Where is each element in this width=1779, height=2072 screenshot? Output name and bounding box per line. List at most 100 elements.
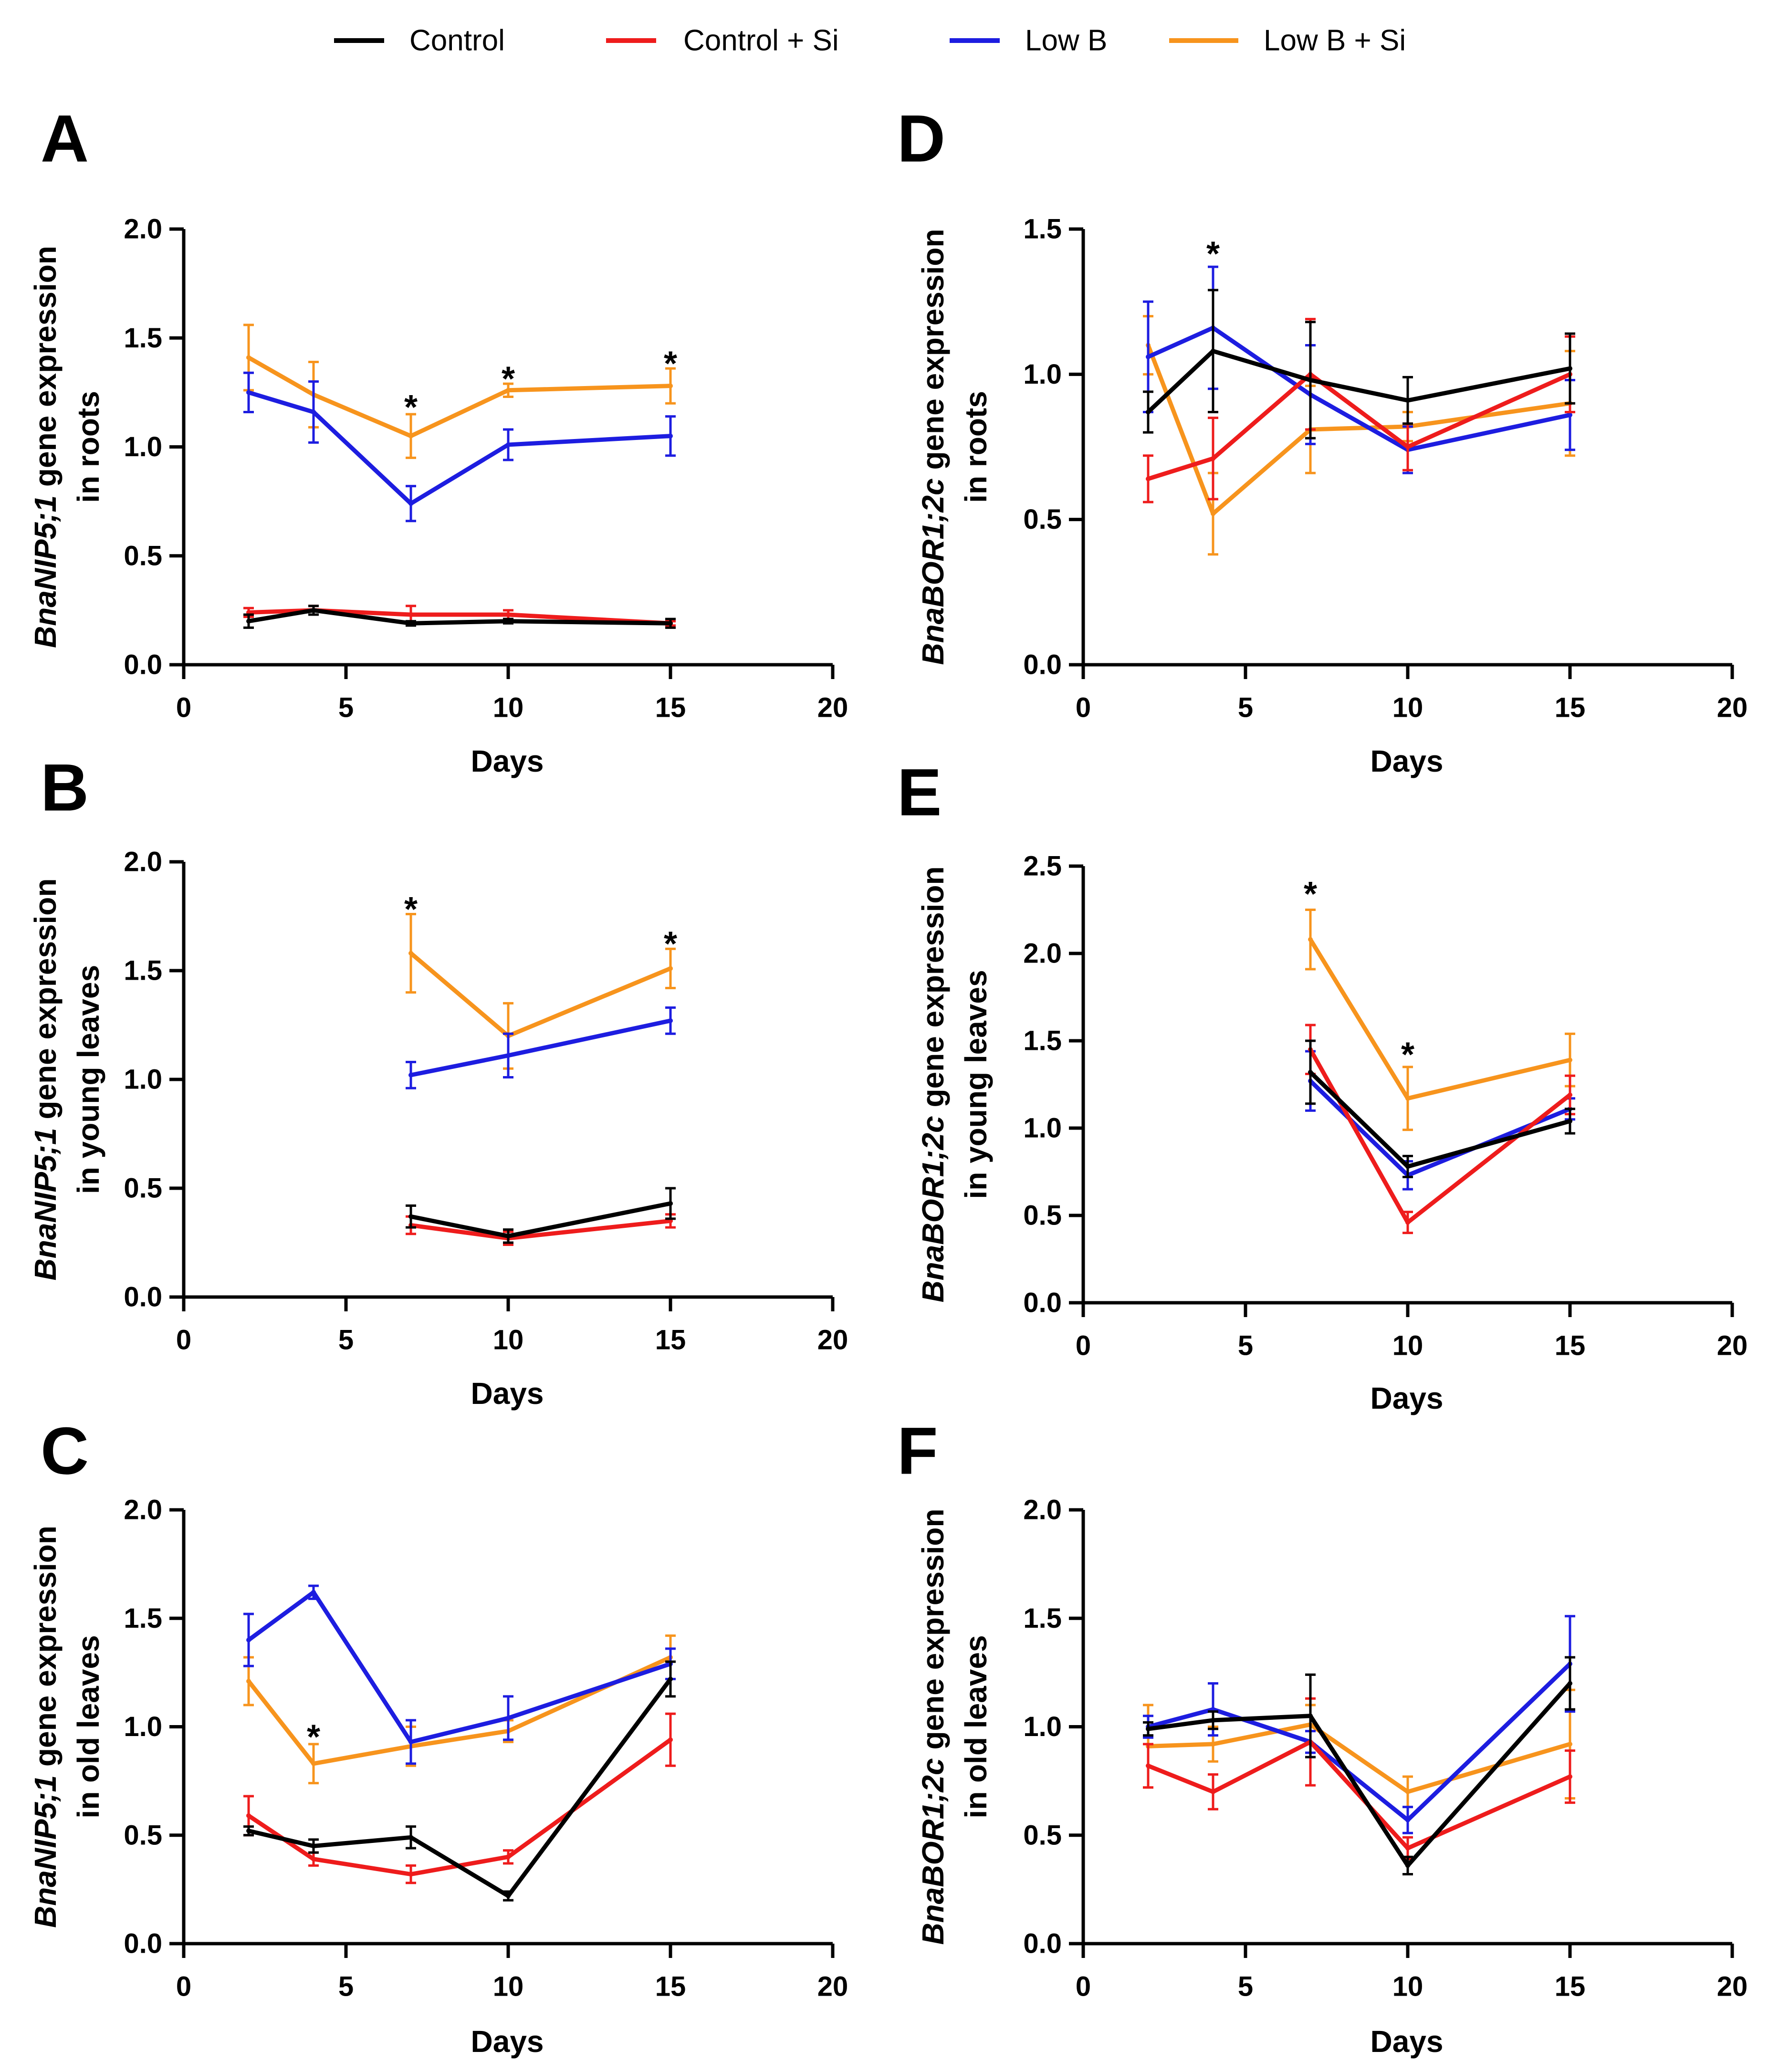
y-tick-label: 0.5 (124, 540, 162, 571)
data-point (668, 1201, 673, 1206)
data-point (246, 390, 251, 395)
y-tick-label: 1.0 (1023, 1113, 1062, 1144)
x-tick-label: 10 (493, 692, 524, 723)
y-tick-label: 1.5 (1023, 1026, 1062, 1057)
data-point (1568, 1774, 1572, 1779)
y-tick-label: 1.5 (1023, 1603, 1062, 1634)
data-point (506, 442, 511, 447)
data-point (1211, 511, 1215, 516)
x-tick-label: 15 (655, 1971, 686, 2002)
data-point (1405, 444, 1410, 450)
y-axis-label-gene: BnaBOR1;2c (916, 1758, 950, 1945)
data-point (1146, 1727, 1151, 1732)
series-low-b-si (406, 912, 676, 1070)
significance-marker: * (664, 345, 677, 383)
x-tick-label: 0 (176, 1971, 191, 2002)
panel-letter: B (41, 750, 89, 825)
y-axis-label-line2: in young leaves (71, 965, 105, 1194)
panel-a: A 0.0 0.5 1.0 1.5 2.0 0 5 10 15 20 Days BnaNIP5;1 ge… (28, 101, 848, 779)
significance-marker: * (307, 1718, 320, 1757)
x-tick-label: 0 (176, 692, 191, 723)
x-axis-label: Days (1371, 2024, 1444, 2059)
data-point (668, 966, 673, 971)
y-tick-label: 2.0 (1023, 938, 1062, 969)
data-point (506, 1234, 511, 1239)
x-tick-label: 20 (817, 1325, 848, 1356)
data-point (506, 1716, 511, 1721)
y-tick-label: 1.5 (124, 1603, 162, 1634)
x-tick-label: 5 (1238, 692, 1253, 723)
panel-letter: D (897, 101, 945, 176)
data-point (1568, 412, 1572, 418)
x-tick-label: 0 (1076, 692, 1091, 723)
panel-letter: F (897, 1413, 938, 1488)
x-axis-label: Days (1371, 744, 1444, 778)
data-point (246, 355, 251, 360)
y-axis-label-text: gene expression (916, 1508, 950, 1758)
y-axis-label: BnaNIP5;1 gene expression (28, 879, 63, 1281)
y-tick-label: 0.0 (124, 1282, 162, 1313)
series-low-b (1143, 265, 1575, 474)
series-control (243, 1660, 676, 1902)
data-point (668, 1018, 673, 1023)
x-tick-label: 15 (1555, 1971, 1586, 2002)
data-point (408, 1872, 413, 1877)
significance-marker: * (664, 925, 677, 963)
x-tick-label: 20 (1717, 692, 1748, 723)
legend-label: Control + Si (683, 24, 839, 57)
y-tick-label: 1.5 (124, 955, 162, 986)
data-point (246, 618, 251, 624)
data-point (1405, 1789, 1410, 1794)
data-point (506, 1053, 511, 1058)
y-tick-label: 0.0 (1023, 649, 1062, 680)
y-axis-label-gene: BnaBOR1;2c (916, 1116, 950, 1302)
series-control (1143, 1656, 1575, 1876)
data-point (1568, 366, 1572, 371)
y-tick-label: 1.0 (124, 431, 162, 462)
series-low-b-si (243, 324, 676, 459)
panel-letter: C (41, 1413, 89, 1488)
y-tick-label: 0.0 (1023, 1928, 1062, 1959)
data-point (246, 1679, 251, 1684)
x-tick-label: 5 (338, 692, 354, 723)
data-point (1308, 377, 1313, 383)
y-tick-label: 0.5 (1023, 1200, 1062, 1231)
data-point (408, 433, 413, 439)
data-point (1405, 1846, 1410, 1851)
series-control (1305, 1039, 1575, 1178)
data-point (1146, 409, 1151, 415)
data-point (1405, 1096, 1410, 1101)
legend-label: Control (409, 24, 505, 57)
significance-marker: * (502, 360, 515, 398)
y-tick-label: 1.0 (1023, 1711, 1062, 1742)
series-control (243, 605, 676, 629)
x-tick-label: 10 (493, 1325, 524, 1356)
data-point (408, 501, 413, 506)
y-tick-label: 0.0 (124, 649, 162, 680)
panel-b: B 0.0 0.5 1.0 1.5 2.0 0 5 10 15 20 Days BnaNIP5;1 ge… (28, 750, 848, 1411)
y-tick-label: 1.0 (124, 1064, 162, 1095)
significance-marker: * (1206, 235, 1220, 273)
data-point (408, 612, 413, 617)
data-point (311, 1856, 316, 1862)
series-line (247, 356, 671, 439)
y-axis-label-text: gene expression (916, 866, 950, 1116)
x-tick-label: 20 (1717, 1971, 1748, 2002)
significance-marker: * (1401, 1036, 1414, 1074)
data-point (1568, 1681, 1572, 1686)
series-line (1308, 938, 1571, 1101)
legend-item-low-b: Low B (950, 24, 1107, 57)
data-point (1211, 348, 1215, 354)
x-axis-label: Days (471, 2024, 544, 2059)
x-tick-label: 20 (817, 692, 848, 723)
y-axis-label-line2: in old leaves (71, 1635, 105, 1818)
data-point (311, 607, 316, 613)
data-point (1146, 1763, 1151, 1769)
x-axis-label: Days (1371, 1381, 1444, 1415)
legend: Control Control + Si Low B Low B + Si (334, 24, 1406, 57)
data-point (1405, 1817, 1410, 1822)
y-axis-label-gene: BnaNIP5;1 (28, 495, 63, 648)
x-axis-label: Days (471, 1376, 544, 1411)
data-point (1405, 1220, 1410, 1225)
x-tick-label: 5 (1238, 1971, 1253, 2002)
